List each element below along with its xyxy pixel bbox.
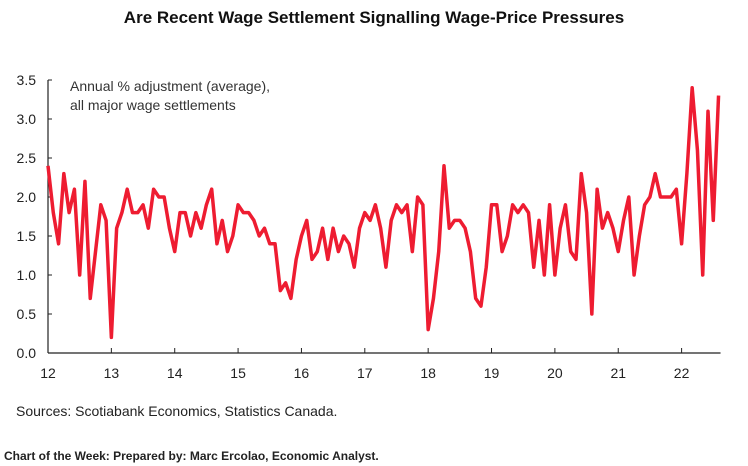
y-tick-label: 1.5 xyxy=(17,228,37,244)
x-tick-label: 21 xyxy=(610,365,626,381)
x-tick-label: 14 xyxy=(167,365,183,381)
x-tick-label: 20 xyxy=(547,365,563,381)
y-tick-label: 1.0 xyxy=(17,267,37,283)
x-tick-label: 22 xyxy=(674,365,690,381)
x-tick-label: 15 xyxy=(230,365,246,381)
chart-title: Are Recent Wage Settlement Signalling Wa… xyxy=(123,8,625,27)
y-tick-label: 0.0 xyxy=(17,345,37,361)
footer-credit: Chart of the Week: Prepared by: Marc Erc… xyxy=(4,449,379,463)
x-tick-label: 12 xyxy=(40,365,56,381)
y-tick-label: 3.0 xyxy=(17,111,37,127)
x-tick-label: 13 xyxy=(104,365,120,381)
annotation-line-2: all major wage settlements xyxy=(70,97,236,113)
y-tick-label: 0.5 xyxy=(17,306,37,322)
x-tick-label: 16 xyxy=(294,365,310,381)
y-tick-label: 2.0 xyxy=(17,189,37,205)
x-tick-label: 18 xyxy=(420,365,436,381)
x-tick-label: 17 xyxy=(357,365,373,381)
y-tick-label: 2.5 xyxy=(17,150,37,166)
annotation-line-1: Annual % adjustment (average), xyxy=(70,78,270,94)
y-tick-label: 3.5 xyxy=(17,72,37,88)
series-line xyxy=(46,86,721,340)
sources-note: Sources: Scotiabank Economics, Statistic… xyxy=(16,403,338,419)
x-tick-label: 19 xyxy=(484,365,500,381)
